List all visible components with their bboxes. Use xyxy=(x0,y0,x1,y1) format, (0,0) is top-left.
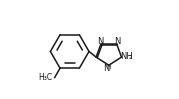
Text: N: N xyxy=(114,37,120,46)
Text: N: N xyxy=(97,37,104,46)
Text: 2: 2 xyxy=(129,55,132,60)
Text: N: N xyxy=(103,64,110,73)
Text: H: H xyxy=(107,65,111,70)
Text: H₃C: H₃C xyxy=(39,73,53,82)
Text: NH: NH xyxy=(121,52,133,61)
